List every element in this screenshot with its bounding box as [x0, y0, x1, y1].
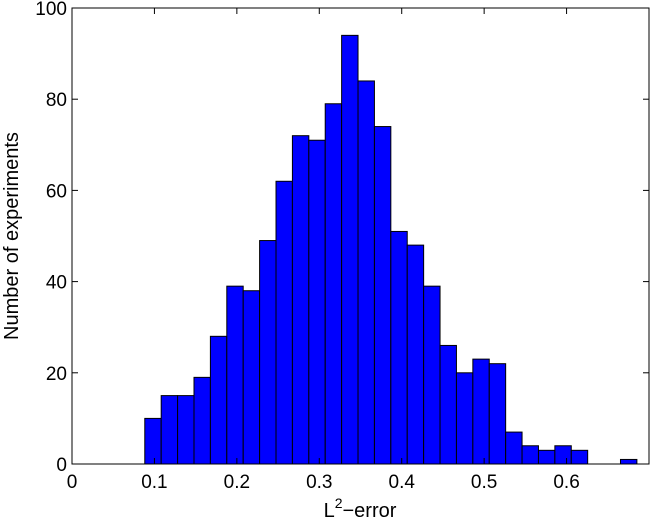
histogram-bar-7 [259, 240, 277, 465]
histogram-bar-11 [324, 103, 343, 465]
histogram-bar-18 [439, 344, 457, 465]
histogram-bar-4 [209, 335, 228, 465]
ticks-group [71, 7, 649, 465]
plot-frame [71, 7, 650, 465]
histogram-bar-0 [144, 417, 162, 465]
histogram-bar-22 [505, 431, 523, 465]
histogram-bar-2 [177, 395, 195, 465]
histogram-bar-9 [291, 135, 310, 465]
histogram-bar-12 [341, 34, 359, 465]
y-tick-label-3: 60 [46, 181, 67, 202]
histogram-bar-15 [390, 230, 408, 465]
tick-labels-group: 0 0.1 0.2 0.3 0.4 0.5 0.6 0 20 40 60 80 100 [35, 0, 579, 493]
histogram-bar-8 [275, 180, 293, 465]
x-tick-label-2: 0.2 [224, 472, 250, 493]
x-tick-label-6: 0.6 [553, 472, 579, 493]
histogram-bar-1 [160, 395, 179, 465]
x-tick-label-0: 0 [67, 472, 78, 493]
y-tick-label-4: 80 [46, 90, 67, 111]
histogram-bar-21 [488, 363, 507, 465]
histogram-bar-23 [521, 445, 539, 465]
histogram-bar-26 [570, 449, 589, 465]
y-tick-label-5: 100 [35, 0, 67, 20]
histogram-bar-24 [537, 449, 556, 465]
histogram-bar-5 [226, 285, 244, 465]
y-axis-title: Number of experiments [1, 132, 23, 340]
histogram-bar-29 [619, 458, 638, 465]
histogram-bar-14 [373, 126, 392, 465]
y-tick-label-2: 40 [46, 273, 67, 294]
histogram-bar-16 [406, 244, 425, 465]
histogram-bar-3 [193, 376, 211, 465]
histogram-bar-17 [423, 285, 441, 465]
histogram-bar-19 [455, 372, 474, 465]
x-tick-label-1: 0.1 [141, 472, 167, 493]
histogram-bar-13 [357, 80, 375, 465]
histogram-bar-25 [554, 445, 572, 465]
y-tick-label-0: 0 [56, 455, 67, 476]
x-tick-label-5: 0.5 [471, 472, 497, 493]
histogram-bar-10 [308, 139, 326, 465]
x-tick-label-3: 0.3 [306, 472, 332, 493]
x-axis-title: L2−error [324, 495, 397, 522]
histogram-bar-6 [242, 290, 261, 465]
y-tick-label-1: 20 [46, 364, 67, 385]
x-tick-label-4: 0.4 [389, 472, 416, 493]
histogram-bar-20 [472, 358, 490, 465]
